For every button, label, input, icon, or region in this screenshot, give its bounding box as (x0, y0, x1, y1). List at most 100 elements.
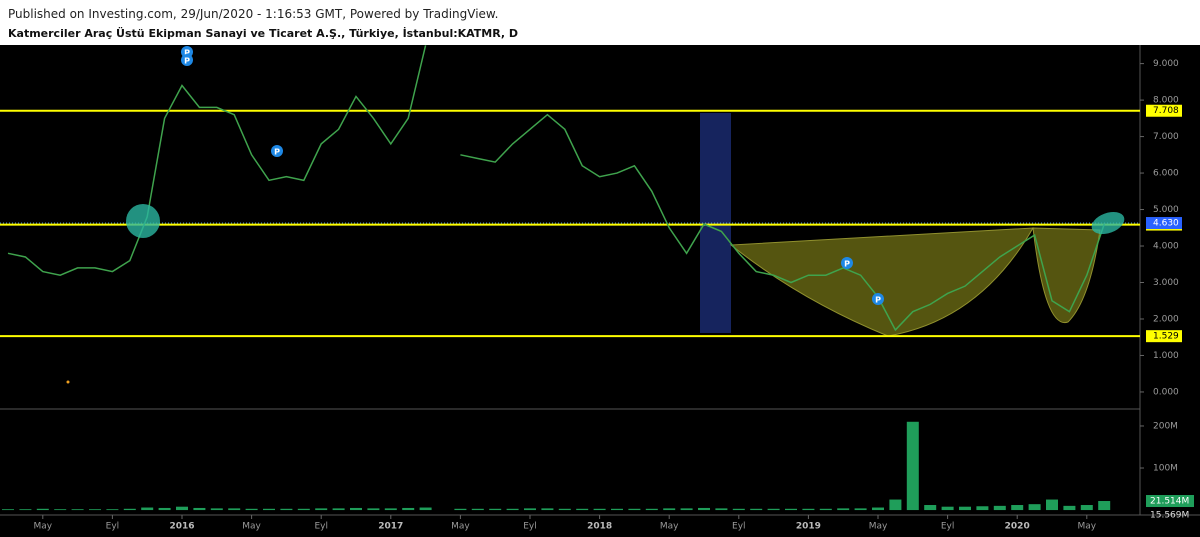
volume-bar (454, 508, 467, 511)
volume-bar (1011, 505, 1024, 511)
volume-tag (1146, 495, 1194, 508)
x-tick-label: Eyl (732, 522, 746, 532)
x-tick-label: 2018 (587, 522, 612, 532)
volume-bar (332, 508, 345, 511)
volume-bar (837, 508, 850, 511)
x-tick-label: 2016 (169, 522, 194, 532)
y-tick-label: 4.000 (1153, 242, 1179, 252)
volume-bar (106, 509, 119, 511)
volume-bar (141, 507, 154, 511)
x-tick-label: 2020 (1005, 522, 1030, 532)
volume-bar (506, 508, 519, 511)
highlight-ellipse (1091, 211, 1125, 235)
y-tick-label: 100M (1153, 464, 1178, 474)
volume-bar (176, 506, 188, 511)
x-tick-label: 2019 (796, 522, 821, 532)
volume-bar (854, 508, 867, 511)
dot (66, 380, 70, 384)
volume-ma-label: 15.569M (1150, 511, 1189, 521)
x-tick-label: Eyl (941, 522, 955, 532)
volume-bar (419, 507, 432, 511)
volume-bar (158, 507, 171, 511)
volume-bar (280, 508, 293, 511)
volume-bar (611, 508, 623, 511)
y-tick-label: 5.000 (1153, 205, 1179, 215)
volume-bar (54, 509, 67, 511)
x-tick-label: May (242, 522, 261, 532)
x-tick-label: Eyl (314, 522, 328, 532)
p-marker-label: P (184, 57, 190, 66)
volume-bar (576, 508, 589, 511)
volume-bar (819, 508, 832, 511)
price-line (7, 45, 1105, 332)
volume-bar (959, 506, 971, 511)
p-marker (181, 54, 193, 66)
volume-tag-label: 21.514M (1150, 497, 1189, 507)
volume-bar (402, 507, 415, 511)
volume-bar (976, 506, 989, 511)
volume-bar (732, 508, 745, 511)
volume-bar (350, 507, 362, 511)
volume-bar (471, 508, 484, 511)
volume-bar (384, 508, 397, 511)
y-tick-label: 2.000 (1153, 314, 1179, 324)
highlight-circle (126, 204, 160, 238)
y-tick-label: 0.000 (1153, 387, 1179, 397)
volume-bar (1046, 499, 1058, 511)
price-tag-label: 4.630 (1153, 219, 1179, 229)
volume-bar (263, 508, 275, 511)
volume-bar (645, 508, 658, 511)
chart-title: Katmerciler Araç Üstü Ekipman Sanayi ve … (8, 27, 519, 40)
price-tag-label: 1.529 (1153, 332, 1179, 342)
volume-bar (889, 499, 902, 511)
volume-bar (785, 508, 797, 511)
y-tick-label: 9.000 (1153, 59, 1179, 69)
y-tick-label: 1.000 (1153, 351, 1179, 361)
x-tick-label: May (451, 522, 470, 532)
volume-bar (1028, 504, 1041, 511)
p-marker-label: P (274, 148, 280, 157)
volume-bar (767, 508, 780, 511)
price-axis (1140, 45, 1200, 537)
volume-bar (245, 508, 258, 511)
x-tick-label: May (33, 522, 52, 532)
handle-shape (1032, 227, 1101, 324)
volume-bar (89, 509, 101, 511)
volume-bar (924, 505, 937, 511)
y-tick-label: 200M (1153, 421, 1178, 431)
price-tag (1146, 330, 1182, 343)
x-tick-label: Eyl (106, 522, 120, 532)
volume-bar (489, 508, 502, 511)
volume-bar (593, 508, 606, 511)
price-tag (1146, 217, 1182, 230)
x-tick-label: May (869, 522, 888, 532)
p-marker (841, 257, 853, 269)
x-tick-label: Eyl (523, 522, 537, 532)
volume-bar (367, 508, 380, 511)
volume-bar (1063, 505, 1076, 511)
volume-bar (71, 509, 84, 511)
x-tick-label: 2017 (378, 522, 403, 532)
volume-bar (297, 508, 310, 511)
volume-bar (993, 505, 1006, 511)
volume-bar (1080, 505, 1093, 511)
y-tick-label: 6.000 (1153, 169, 1179, 179)
volume-bar (750, 508, 763, 511)
volume-bar (228, 508, 241, 511)
x-tick-label: May (1077, 522, 1096, 532)
volume-bar (802, 508, 815, 511)
volume-bar (680, 508, 693, 511)
p-marker (271, 145, 283, 157)
volume-bar (193, 507, 206, 511)
chart-background (0, 45, 1200, 537)
volume-bar (906, 421, 919, 511)
volume-bar (210, 508, 223, 511)
p-marker-label: P (184, 49, 190, 58)
volume-bar (941, 506, 954, 511)
published-note: Published on Investing.com, 29/Jun/2020 … (8, 7, 499, 21)
p-marker-label: P (875, 296, 881, 305)
y-tick-label: 7.000 (1153, 132, 1179, 142)
volume-bar (315, 508, 328, 511)
volume-bar (663, 508, 676, 511)
